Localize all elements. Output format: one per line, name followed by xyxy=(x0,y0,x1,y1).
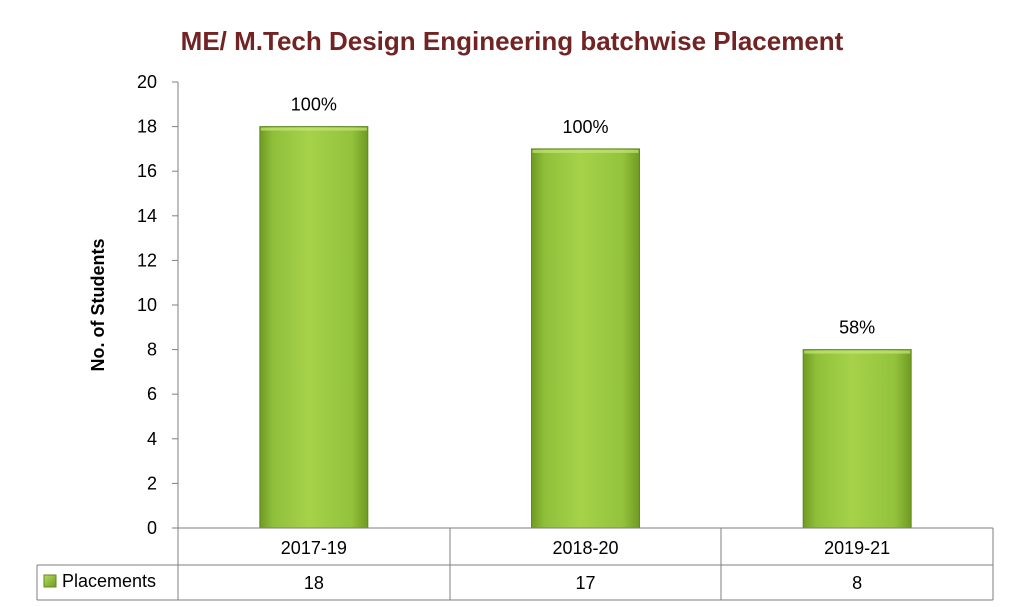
y-tick-label: 12 xyxy=(137,250,157,270)
bar-2017-19 xyxy=(259,126,369,529)
x-category-label: 2017-19 xyxy=(281,538,347,558)
bars xyxy=(259,126,912,529)
bar-top-highlight xyxy=(532,149,639,153)
y-tick-label: 16 xyxy=(137,161,157,181)
data-label-2017-19: 100% xyxy=(291,95,337,115)
table-value-cell: 8 xyxy=(852,573,862,593)
chart-title: ME/ M.Tech Design Engineering batchwise … xyxy=(181,26,844,56)
table-value-cell: 17 xyxy=(575,573,595,593)
y-axis-ticks: 0 2 4 6 8 10 12 14 16 18 20 xyxy=(137,72,178,538)
y-tick-label: 8 xyxy=(147,340,157,360)
bar-2018-20 xyxy=(531,148,640,529)
y-tick-label: 2 xyxy=(147,473,157,493)
y-tick-label: 6 xyxy=(147,384,157,404)
bar-top-highlight xyxy=(804,350,911,354)
data-labels: 100% 100% 58% xyxy=(291,95,875,338)
y-tick-label: 20 xyxy=(137,72,157,92)
data-table: Placements 2017-19 18 2018-20 17 2019-21 8 xyxy=(36,527,994,601)
bar-2019-21 xyxy=(802,349,912,529)
y-axis-label: No. of Students xyxy=(88,239,108,372)
y-tick-label: 4 xyxy=(147,429,157,449)
y-tick-label: 14 xyxy=(137,206,157,226)
y-tick-label: 10 xyxy=(137,295,157,315)
legend-series-name: Placements xyxy=(62,571,156,591)
x-category-label: 2018-20 xyxy=(552,538,618,558)
data-label-2019-21: 58% xyxy=(839,318,875,338)
x-category-label: 2019-21 xyxy=(824,538,890,558)
y-tick-label: 0 xyxy=(147,518,157,538)
bar-top-highlight xyxy=(260,127,367,131)
y-tick-label: 18 xyxy=(137,117,157,137)
legend-key-swatch xyxy=(43,574,57,588)
table-value-cell: 18 xyxy=(304,573,324,593)
data-table-cells: 2017-19 18 2018-20 17 2019-21 8 xyxy=(281,538,890,593)
data-label-2018-20: 100% xyxy=(562,117,608,137)
